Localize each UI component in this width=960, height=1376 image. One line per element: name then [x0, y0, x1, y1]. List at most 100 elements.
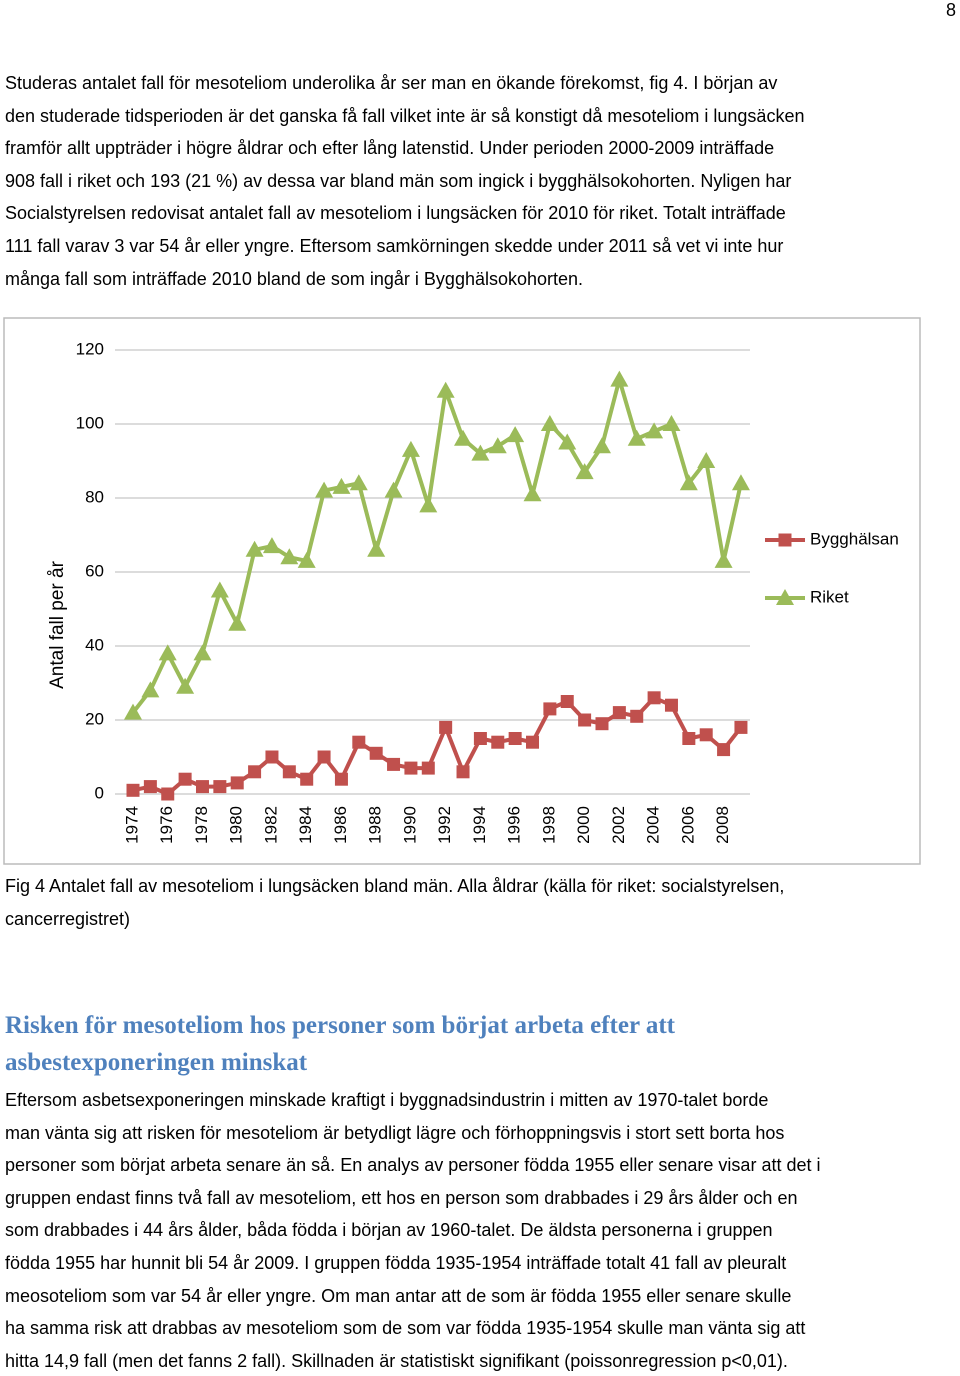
data-point — [228, 614, 247, 631]
y-axis-label: Antal fall per år — [47, 560, 68, 688]
intro-line: många fall som inträffade 2010 bland de … — [5, 268, 584, 289]
data-point — [421, 761, 435, 775]
legend-label: Riket — [810, 587, 849, 606]
data-point — [297, 551, 316, 568]
x-tick-label: 1980 — [227, 806, 246, 844]
data-point — [143, 780, 157, 794]
data-point — [230, 776, 244, 790]
data-point — [471, 444, 490, 461]
x-tick-label: 1976 — [157, 806, 176, 844]
caption-line: cancerregistret) — [5, 908, 131, 929]
data-point — [717, 743, 731, 757]
data-point — [300, 772, 314, 786]
intro-line: Socialstyrelsen redovisat antalet fall a… — [5, 203, 786, 224]
data-point — [664, 698, 678, 712]
data-point — [352, 735, 366, 749]
data-point — [558, 433, 577, 450]
x-tick-label: 1982 — [261, 806, 280, 844]
data-point — [213, 780, 227, 794]
data-point — [332, 477, 351, 494]
intro-line: 111 fall varav 3 var 54 år eller yngre. … — [5, 236, 784, 256]
legend-label: Bygghälsan — [810, 529, 899, 548]
data-point — [439, 720, 453, 734]
data-point — [124, 703, 142, 720]
x-tick-label: 1990 — [400, 806, 419, 844]
data-point — [210, 581, 229, 598]
intro-line: Studeras antalet fall för mesoteliom und… — [5, 73, 778, 93]
data-point — [195, 780, 209, 794]
data-point — [488, 437, 507, 454]
data-point — [731, 474, 750, 491]
caption-line: Fig 4 Antalet fall av mesoteliom i lungs… — [5, 876, 785, 896]
data-point — [401, 440, 420, 457]
data-point — [419, 496, 438, 513]
data-point — [141, 681, 160, 698]
data-point — [506, 426, 525, 443]
chart-frame — [3, 317, 921, 865]
data-point — [647, 691, 661, 705]
x-tick-label: 2000 — [574, 806, 593, 844]
data-point — [662, 415, 681, 431]
data-point — [627, 429, 646, 446]
x-tick-label: 1988 — [366, 806, 385, 844]
data-point — [560, 695, 574, 708]
data-point — [575, 463, 594, 480]
data-point — [578, 713, 592, 727]
data-point — [349, 474, 368, 491]
data-point — [543, 702, 557, 716]
data-point — [697, 452, 716, 468]
data-point — [645, 422, 664, 439]
data-point — [280, 548, 299, 565]
data-point — [523, 485, 542, 502]
data-point — [282, 765, 296, 779]
x-tick-label: 1992 — [435, 806, 454, 844]
x-tick-label: 1998 — [539, 806, 558, 844]
body-line: ha samma risk att drabbas av mesoteliom … — [5, 1318, 806, 1339]
heading-line: asbestexponeringen minskat — [5, 1049, 308, 1076]
x-tick-label: 1994 — [470, 806, 489, 844]
body-line: hitta 14,9 fall (men det fanns 2 fall). … — [5, 1350, 788, 1371]
x-tick-label: 2006 — [678, 806, 697, 844]
intro-line: den studerade tidsperioden är det ganska… — [5, 105, 805, 126]
data-point — [630, 709, 644, 723]
intro-line: 908 fall i riket och 193 (21 %) av dessa… — [5, 170, 792, 191]
data-point — [473, 732, 487, 745]
data-point — [714, 551, 733, 568]
data-point — [610, 370, 629, 387]
y-tick-label: 20 — [85, 709, 104, 728]
body-line: meosoteliom som var 54 år eller yngre. O… — [5, 1285, 792, 1306]
data-point — [595, 717, 609, 731]
data-point — [176, 677, 195, 694]
x-tick-label: 2004 — [644, 806, 663, 844]
x-tick-label: 1978 — [192, 806, 211, 844]
body-line: man vänta sig att risken för mesoteliom … — [5, 1122, 785, 1143]
data-point — [126, 783, 140, 797]
data-point — [679, 474, 698, 491]
y-tick-label: 0 — [95, 783, 104, 802]
data-point — [699, 728, 713, 742]
body-line: födda 1955 har hunnit bli 54 år 2009. I … — [5, 1253, 787, 1273]
x-tick-label: 2008 — [713, 806, 732, 844]
data-point — [193, 644, 212, 661]
data-point — [161, 787, 175, 801]
y-tick-label: 40 — [85, 635, 104, 654]
data-point — [265, 750, 279, 764]
data-point — [404, 761, 418, 775]
data-point — [456, 765, 470, 779]
y-tick-label: 60 — [85, 561, 104, 580]
data-point — [334, 772, 348, 786]
legend-marker — [778, 533, 792, 547]
x-tick-label: 2002 — [609, 806, 628, 844]
data-point — [384, 481, 403, 498]
y-tick-label: 120 — [76, 339, 104, 358]
page-number: 8 — [945, 0, 956, 20]
data-point — [248, 765, 262, 779]
data-point — [317, 750, 331, 764]
data-point — [682, 732, 696, 745]
data-point — [491, 735, 505, 749]
data-point — [245, 540, 264, 557]
data-point — [540, 415, 559, 431]
data-point — [387, 757, 401, 771]
data-point — [454, 429, 473, 446]
